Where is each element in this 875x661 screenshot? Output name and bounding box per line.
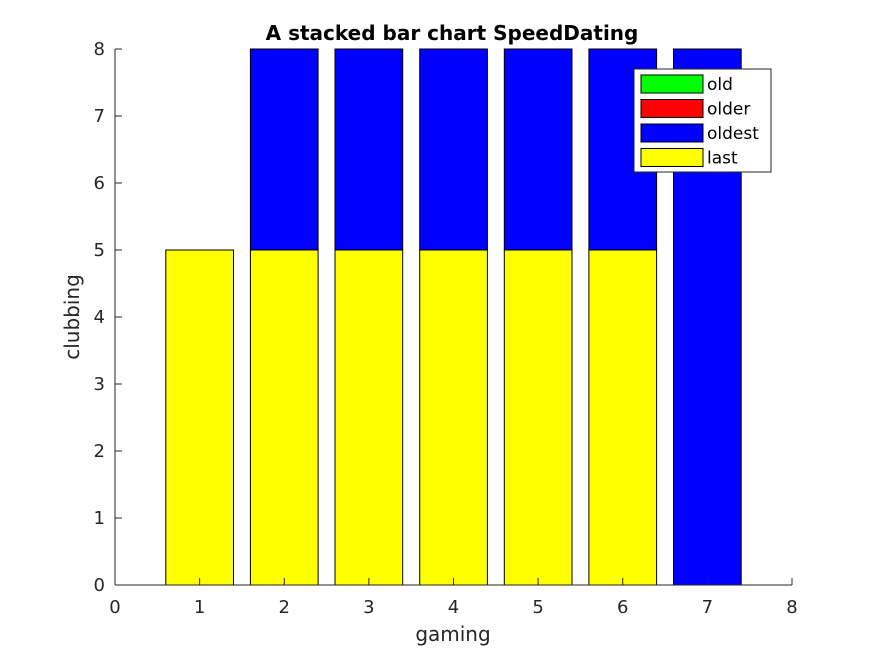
x-tick-label-0: 0 [109,597,120,618]
y-tick-label-2: 2 [94,441,105,462]
legend-label-old: old [707,75,733,95]
bar-oldest-5 [503,48,573,251]
legend: old older oldest last [633,68,772,173]
x-tick-label-8: 8 [786,597,797,618]
bars-layer [165,48,742,586]
bar-last-3 [334,249,404,586]
y-axis-label: clubbing [60,274,84,360]
y-tick-label-3: 3 [94,374,105,395]
y-tick-label-8: 8 [94,39,105,60]
x-tick-label-1: 1 [194,597,205,618]
bar-last-6 [588,249,658,586]
y-tick-label-1: 1 [94,508,105,529]
y-tick-label-5: 5 [94,240,105,261]
bar-last-2 [249,249,319,586]
bar-last-5 [503,249,573,586]
x-tick-label-4: 4 [448,597,459,618]
x-tick-label-5: 5 [532,597,543,618]
bar-oldest-4 [419,48,488,251]
x-tick-label-6: 6 [617,597,628,618]
y-tick-label-6: 6 [94,173,105,194]
y-tick-label-7: 7 [94,106,105,127]
legend-label-last: last [707,149,738,169]
chart-title: A stacked bar chart SpeedDating [266,21,639,45]
bar-oldest-3 [334,48,404,251]
x-axis-label: gaming [415,622,490,646]
y-tick-label-0: 0 [94,575,105,596]
x-tick-label-3: 3 [363,597,374,618]
y-tick-label-4: 4 [94,307,105,328]
axes-layer: 0 1 2 3 4 5 6 7 8 0 1 2 3 4 5 6 7 8 [94,39,798,618]
bar-last-1 [165,249,234,586]
x-tick-label-2: 2 [279,597,290,618]
legend-label-oldest: oldest [707,124,759,144]
legend-swatch-old [640,74,704,94]
legend-swatch-oldest [640,123,704,143]
bar-oldest-2 [249,48,319,251]
legend-swatch-last [640,148,704,167]
legend-swatch-older [640,99,704,118]
legend-label-older: older [707,100,750,120]
x-tick-label-7: 7 [702,597,713,618]
bar-last-4 [419,249,488,586]
